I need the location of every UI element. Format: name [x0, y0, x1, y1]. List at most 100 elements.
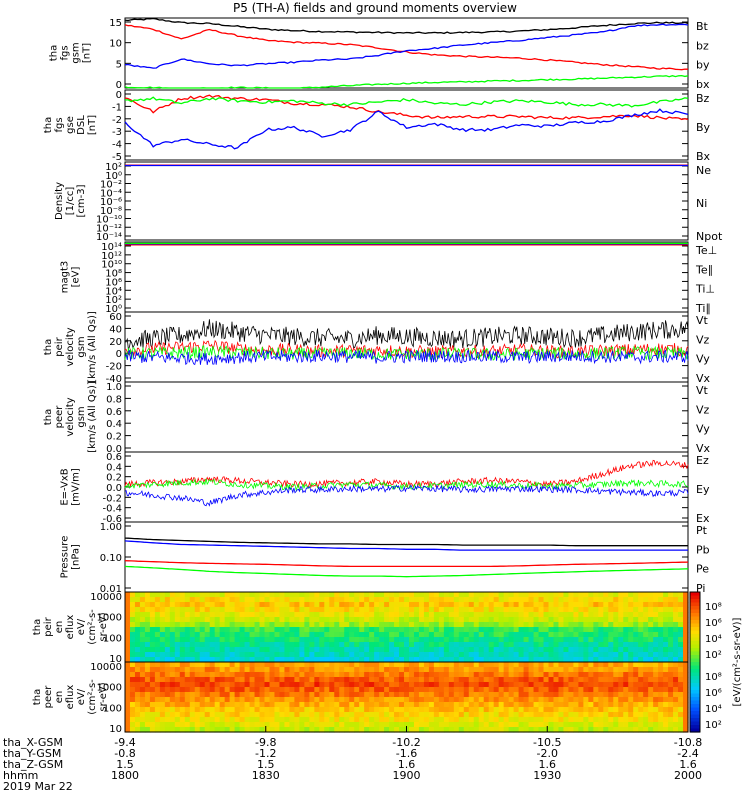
heatmap-cell [678, 622, 684, 628]
heatmap-cell [349, 597, 355, 603]
heatmap-cell [578, 592, 584, 598]
heatmap-cell [249, 672, 256, 678]
heatmap-cell [538, 637, 545, 643]
heatmap-cell [199, 592, 206, 598]
heatmap-cell [528, 687, 535, 693]
heatmap-cell [254, 632, 261, 638]
heatmap-cell [134, 652, 141, 658]
heatmap-cell [269, 622, 276, 628]
heatmap-cell [463, 707, 470, 713]
x-tick-label: 1900 [393, 769, 421, 782]
heatmap-cell [134, 692, 141, 698]
heatmap-cell [503, 622, 510, 628]
heatmap-cell [249, 632, 256, 638]
heatmap-cell [588, 602, 594, 608]
heatmap-cell [498, 692, 505, 698]
heatmap-cell [174, 712, 181, 718]
heatmap-cell [164, 702, 171, 708]
heatmap-cell [349, 707, 355, 713]
heatmap-cell [443, 677, 450, 683]
heatmap-cell [369, 717, 375, 723]
heatmap-cell [329, 607, 335, 613]
heatmap-cell [408, 717, 415, 723]
heatmap-cell [404, 627, 410, 633]
heatmap-cell [209, 697, 216, 703]
heatmap-cell [583, 677, 589, 683]
heatmap-cell [179, 647, 186, 653]
heatmap-cell [399, 712, 405, 718]
heatmap-cell [483, 622, 490, 628]
heatmap-cell [349, 667, 355, 673]
heatmap-cell [239, 717, 246, 723]
heatmap-cell [593, 602, 599, 608]
heatmap-cell [179, 707, 186, 713]
heatmap-cell [274, 632, 281, 638]
heatmap-cell [379, 592, 385, 598]
heatmap-cell [374, 617, 380, 623]
heatmap-cell [663, 617, 669, 623]
heatmap-cell [404, 697, 410, 703]
heatmap-cell [438, 677, 445, 683]
heatmap-cell [648, 717, 654, 723]
heatmap-cell [498, 592, 505, 598]
heatmap-cell [628, 597, 634, 603]
heatmap-cell [189, 602, 196, 608]
heatmap-cell [214, 702, 221, 708]
heatmap-cell [463, 597, 470, 603]
heatmap-cell [144, 672, 151, 678]
heatmap-cell [678, 692, 684, 698]
heatmap-cell [234, 612, 241, 618]
heatmap-cell [558, 712, 565, 718]
heatmap-cell [588, 627, 594, 633]
heatmap-cell [413, 687, 420, 693]
heatmap-cell [563, 617, 570, 623]
heatmap-cell [289, 662, 295, 668]
heatmap-cell [404, 632, 410, 638]
heatmap-cell [443, 602, 450, 608]
heatmap-cell [359, 682, 365, 688]
heatmap-cell [663, 722, 669, 728]
heatmap-cell [603, 682, 609, 688]
heatmap-cell [533, 717, 540, 723]
heatmap-cell [623, 632, 629, 638]
heatmap-cell [473, 632, 480, 638]
heatmap-cell [453, 727, 460, 733]
heatmap-cell [129, 702, 136, 708]
heatmap-cell [359, 702, 365, 708]
heatmap-cell [628, 592, 634, 598]
heatmap-cell [683, 652, 689, 658]
heatmap-cell [608, 707, 614, 713]
heatmap-cell [179, 687, 186, 693]
heatmap-cell [623, 647, 629, 653]
heatmap-cell [408, 662, 415, 668]
heatmap-cell [259, 727, 266, 733]
heatmap-cell [478, 682, 485, 688]
heatmap-cell [618, 702, 624, 708]
heatmap-cell [588, 612, 594, 618]
heatmap-cell [433, 722, 440, 728]
heatmap-cell [463, 612, 470, 618]
y-axis-label: [nPa] [71, 544, 82, 570]
heatmap-cell [379, 637, 385, 643]
heatmap-cell [418, 672, 425, 678]
heatmap-cell [379, 672, 385, 678]
heatmap-cell [309, 642, 315, 648]
heatmap-cell [563, 657, 570, 663]
heatmap-cell [169, 632, 176, 638]
heatmap-cell [413, 647, 420, 653]
heatmap-cell [159, 667, 166, 673]
heatmap-cell [628, 627, 634, 633]
heatmap-cell [189, 657, 196, 663]
y-tick-label: -0.6 [102, 514, 122, 525]
heatmap-cell [379, 607, 385, 613]
heatmap-cell [329, 652, 335, 658]
heatmap-cell [319, 662, 325, 668]
heatmap-cell [483, 617, 490, 623]
heatmap-cell [144, 592, 151, 598]
heatmap-cell [443, 632, 450, 638]
series-line-by [124, 74, 689, 89]
heatmap-cell [354, 662, 360, 668]
heatmap-cell [279, 667, 286, 673]
heatmap-cell [179, 692, 186, 698]
heatmap-cell [648, 687, 654, 693]
